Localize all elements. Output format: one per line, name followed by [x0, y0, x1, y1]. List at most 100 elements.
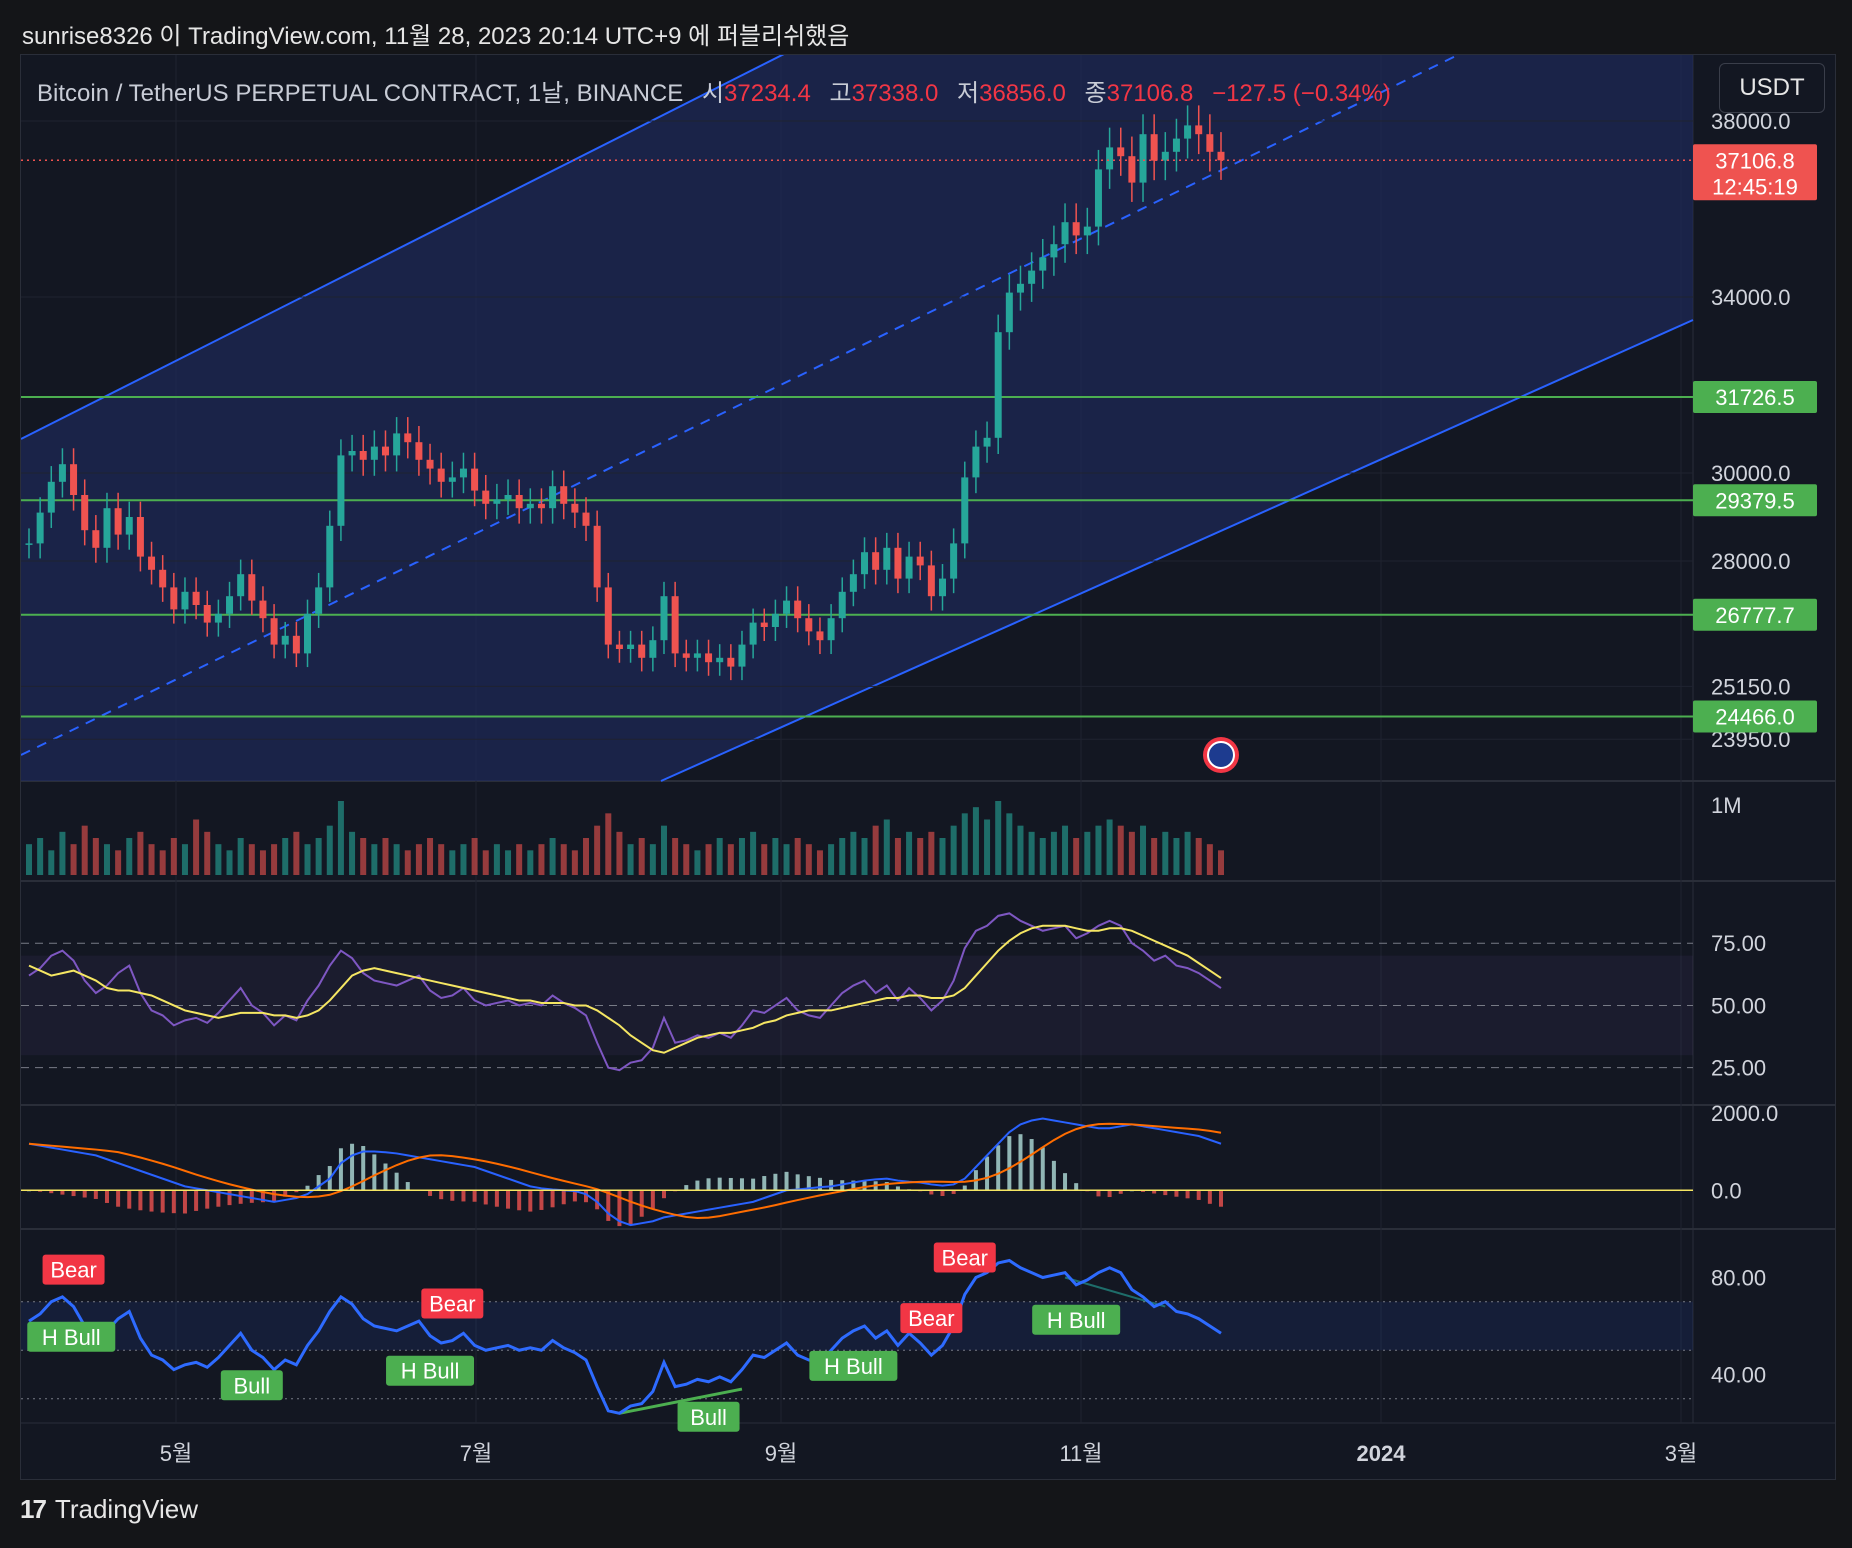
macd-histogram-bar	[985, 1156, 990, 1191]
level-price-tag	[1693, 484, 1817, 517]
macd-histogram-bar	[851, 1180, 856, 1191]
volume-bar	[326, 825, 333, 875]
candle-body	[471, 468, 479, 491]
volume-bar	[583, 838, 590, 875]
candle-body	[1195, 125, 1203, 135]
candle-body	[816, 631, 824, 641]
volume-bar	[906, 831, 913, 875]
time-axis-label: 7월	[460, 1441, 492, 1466]
volume-bar	[438, 844, 445, 875]
macd-histogram-bar	[49, 1190, 54, 1194]
volume-bar	[972, 807, 979, 875]
divergence-tag-label: H Bull	[401, 1359, 460, 1384]
open-value: 37234.4	[724, 80, 811, 107]
macd-histogram-bar	[149, 1190, 154, 1212]
price-axis-label: 25150.0	[1711, 674, 1791, 699]
candle-body	[370, 446, 378, 460]
candle-body	[838, 591, 846, 619]
time-axis-label: 3월	[1665, 1441, 1697, 1466]
volume-bar	[850, 831, 857, 875]
volume-bar	[148, 844, 155, 875]
volume-bar	[794, 838, 801, 875]
macd-histogram-bar	[1152, 1190, 1157, 1194]
rsi-line	[28, 912, 1222, 1072]
chart-frame[interactable]: 5월 7월 9월 11월 2024 3월 38000.0 34000.0 30000.0 2800…	[20, 54, 1836, 1480]
candle-body	[693, 653, 701, 658]
volume-bar	[92, 838, 99, 875]
macd-histogram-bar	[1063, 1173, 1068, 1191]
volume-bar	[382, 838, 389, 875]
divergence-tag	[1032, 1304, 1121, 1335]
macd-histogram-bar	[996, 1145, 1001, 1191]
candle-body	[705, 653, 713, 663]
volume-bar	[950, 825, 957, 875]
candle-body	[849, 574, 857, 592]
macd-histogram-bar	[506, 1190, 511, 1209]
candle-body	[1072, 222, 1080, 236]
divergence-tag-label: Bear	[429, 1292, 475, 1317]
macd-axis-label: 0.0	[1711, 1178, 1742, 1203]
level-price-tag	[1693, 598, 1817, 631]
candle-body	[203, 605, 211, 623]
macd-histogram-bar	[1029, 1139, 1034, 1191]
macd-histogram-bar	[1141, 1190, 1146, 1192]
osc-axis-label: 80.00	[1711, 1266, 1766, 1291]
volume-bar	[271, 844, 278, 875]
candle-body	[170, 587, 178, 610]
volume-bar	[872, 825, 879, 875]
macd-histogram-bar	[639, 1190, 644, 1217]
volume-bar	[427, 838, 434, 875]
macd-histogram-bar	[1174, 1190, 1179, 1197]
time-axis-label: 9월	[765, 1441, 797, 1466]
volume-bar	[694, 850, 701, 875]
candle-body	[1150, 134, 1158, 161]
time-axis-label: 2024	[1357, 1441, 1407, 1466]
divergence-tag	[677, 1401, 740, 1432]
macd-histogram-bar	[439, 1190, 444, 1200]
candle-body	[716, 657, 724, 663]
candle-body	[381, 446, 389, 456]
volume-bar	[1028, 831, 1035, 875]
bar-countdown-label: 12:45:19	[1712, 174, 1798, 199]
macd-histogram-bar	[1118, 1190, 1123, 1194]
time-axis-label: 11월	[1059, 1441, 1102, 1466]
candle-body	[905, 556, 913, 579]
price-axis-label: 38000.0	[1711, 109, 1791, 134]
volume-bar	[204, 831, 211, 875]
candle-body	[1005, 292, 1013, 333]
footer: 17 TradingView	[20, 1494, 198, 1525]
candle-body	[861, 552, 869, 575]
macd-histogram-bar	[104, 1190, 109, 1203]
candle-body	[1172, 138, 1180, 152]
macd-histogram-bar	[728, 1177, 733, 1191]
channel-upper-line	[21, 55, 785, 440]
candle-body	[482, 490, 490, 504]
tradingview-logo-icon[interactable]: 17	[20, 1494, 47, 1524]
macd-histogram-bar	[951, 1190, 956, 1194]
candle-body	[493, 499, 501, 504]
volume-bar	[449, 850, 456, 875]
symbol-title[interactable]: Bitcoin / TetherUS PERPETUAL CONTRACT, 1…	[37, 80, 684, 107]
volume-bar	[727, 844, 734, 875]
candle-body	[1061, 222, 1069, 245]
macd-histogram-bar	[305, 1185, 310, 1191]
high-value: 37338.0	[851, 80, 939, 107]
chart-canvas[interactable]: 5월 7월 9월 11월 2024 3월 38000.0 34000.0 30000.0 2800…	[21, 55, 1835, 1479]
candle-body	[1206, 134, 1214, 152]
footer-brand[interactable]: TradingView	[54, 1494, 198, 1524]
macd-histogram-bar	[751, 1178, 756, 1191]
volume-bar	[1195, 838, 1202, 875]
volume-bar	[315, 838, 322, 875]
open-label: 시	[701, 80, 725, 107]
macd-histogram-bar	[884, 1182, 889, 1191]
price-axis-label: 30000.0	[1711, 461, 1791, 486]
macd-histogram-bar	[739, 1178, 744, 1191]
volume-bar	[738, 838, 745, 875]
candle-body	[192, 591, 200, 605]
volume-bar	[226, 850, 233, 875]
volume-bar	[48, 850, 55, 875]
currency-button[interactable]: USDT	[1719, 63, 1825, 113]
volume-bar	[181, 844, 188, 875]
candle-body	[827, 618, 835, 641]
macd-histogram-bar	[472, 1190, 477, 1202]
